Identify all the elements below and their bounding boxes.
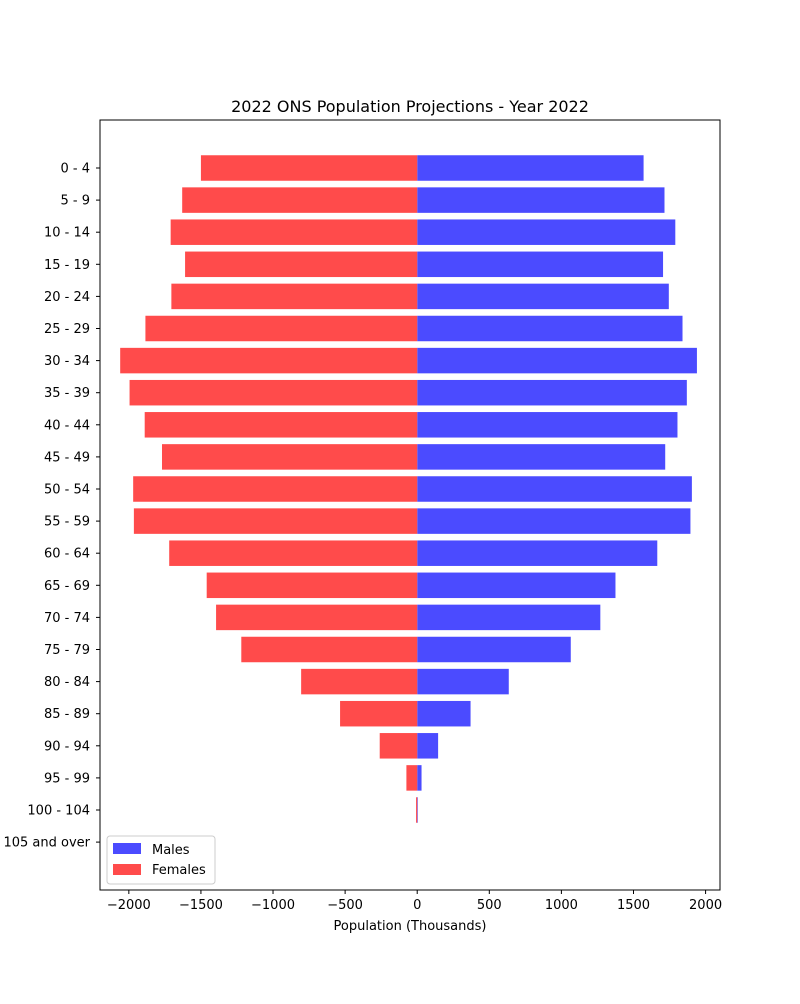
y-axis-ticks: 0 - 4 5 - 9 10 - 14 15 - 19 20 - 24 25 - 29 30… xyxy=(3,162,100,851)
bar-males-40-44 xyxy=(417,412,678,438)
bar-females-75-79 xyxy=(241,636,418,663)
bar-females-25-29 xyxy=(145,315,418,342)
bar-males-0-4 xyxy=(417,155,644,181)
y-tick-label-95-99: 95 - 99 xyxy=(44,771,90,786)
bar-males-25-29 xyxy=(417,315,683,342)
bar-males-100-104 xyxy=(417,797,418,823)
bar-females-85-89 xyxy=(340,700,418,727)
x-tick-label: −1000 xyxy=(251,898,295,913)
y-tick-label-55-59: 55 - 59 xyxy=(44,515,90,530)
bar-females-90-94 xyxy=(379,733,418,759)
bar-males-50-54 xyxy=(417,476,692,502)
bar-females-5-9 xyxy=(182,187,418,213)
x-tick-label: 500 xyxy=(477,898,502,913)
bar-males-35-39 xyxy=(417,379,687,406)
bar-females-35-39 xyxy=(129,379,418,406)
y-tick-label-50-54: 50 - 54 xyxy=(44,483,90,498)
y-tick-label-75-79: 75 - 79 xyxy=(44,643,90,658)
y-tick-label-80-84: 80 - 84 xyxy=(44,675,90,690)
legend: Males Females xyxy=(106,835,216,885)
bar-females-80-84 xyxy=(301,668,418,695)
y-tick-label-20-24: 20 - 24 xyxy=(44,290,90,305)
y-tick-label-105-and-over: 105 and over xyxy=(3,836,90,851)
y-tick-label-15-19: 15 - 19 xyxy=(44,258,90,273)
x-tick-label: 2000 xyxy=(689,898,722,913)
x-tick-label: −1500 xyxy=(179,898,223,913)
bar-females-45-49 xyxy=(162,444,418,470)
bar-females-55-59 xyxy=(133,508,418,534)
y-tick-label-45-49: 45 - 49 xyxy=(44,450,90,465)
bar-males-20-24 xyxy=(417,283,669,310)
bar-males-70-74 xyxy=(417,604,601,631)
chart-title: 2022 ONS Population Projections - Year 2… xyxy=(231,97,589,116)
y-tick-label-0-4: 0 - 4 xyxy=(61,162,91,177)
bar-males-90-94 xyxy=(417,733,439,759)
y-tick-label-25-29: 25 - 29 xyxy=(44,322,90,337)
bar-females-40-44 xyxy=(144,412,418,438)
bar-females-10-14 xyxy=(170,219,418,245)
plot-frame xyxy=(99,119,721,891)
x-tick-label: 1000 xyxy=(545,898,578,913)
bar-males-45-49 xyxy=(417,444,666,470)
bar-males-80-84 xyxy=(417,668,509,695)
bar-females-65-69 xyxy=(206,572,418,599)
bar-females-0-4 xyxy=(200,155,418,181)
x-axis-ticks: −2000 −1500 −1000 −500 0 500 1000 1500 2000 xyxy=(107,890,722,913)
bar-males-65-69 xyxy=(417,572,616,599)
bar-males-5-9 xyxy=(417,187,665,213)
x-tick-label: 0 xyxy=(413,898,421,913)
y-tick-label-65-69: 65 - 69 xyxy=(44,579,90,594)
legend-swatch-females xyxy=(113,864,141,875)
x-tick-label: −2000 xyxy=(107,898,151,913)
y-tick-label-85-89: 85 - 89 xyxy=(44,707,90,722)
bar-females-30-34 xyxy=(120,347,418,374)
bar-males-85-89 xyxy=(417,700,471,727)
bar-females-60-64 xyxy=(169,540,418,566)
bar-females-70-74 xyxy=(216,604,418,631)
bar-females-15-19 xyxy=(185,251,418,278)
bars-layer xyxy=(120,155,697,823)
y-tick-label-40-44: 40 - 44 xyxy=(44,418,90,433)
bar-males-10-14 xyxy=(417,219,676,245)
y-tick-label-90-94: 90 - 94 xyxy=(44,739,90,754)
legend-label-females: Females xyxy=(152,863,206,878)
bar-females-95-99 xyxy=(406,765,418,791)
y-tick-label-70-74: 70 - 74 xyxy=(44,611,90,626)
bar-males-30-34 xyxy=(417,347,697,374)
legend-label-males: Males xyxy=(152,843,190,858)
bar-males-95-99 xyxy=(417,765,422,791)
bar-females-20-24 xyxy=(171,283,418,310)
bar-females-50-54 xyxy=(133,476,418,502)
bar-males-55-59 xyxy=(417,508,691,534)
legend-swatch-males xyxy=(113,843,141,854)
bar-males-75-79 xyxy=(417,636,571,663)
y-tick-label-60-64: 60 - 64 xyxy=(44,547,90,562)
bar-males-60-64 xyxy=(417,540,658,566)
bar-males-15-19 xyxy=(417,251,664,278)
y-tick-label-35-39: 35 - 39 xyxy=(44,386,90,401)
y-tick-label-5-9: 5 - 9 xyxy=(61,194,91,209)
x-axis-label: Population (Thousands) xyxy=(334,919,487,934)
bar-females-100-104 xyxy=(416,797,418,823)
y-tick-label-100-104: 100 - 104 xyxy=(27,804,90,819)
y-tick-label-10-14: 10 - 14 xyxy=(44,226,90,241)
x-tick-label: −500 xyxy=(327,898,363,913)
x-tick-label: 1500 xyxy=(617,898,650,913)
y-tick-label-30-34: 30 - 34 xyxy=(44,354,90,369)
